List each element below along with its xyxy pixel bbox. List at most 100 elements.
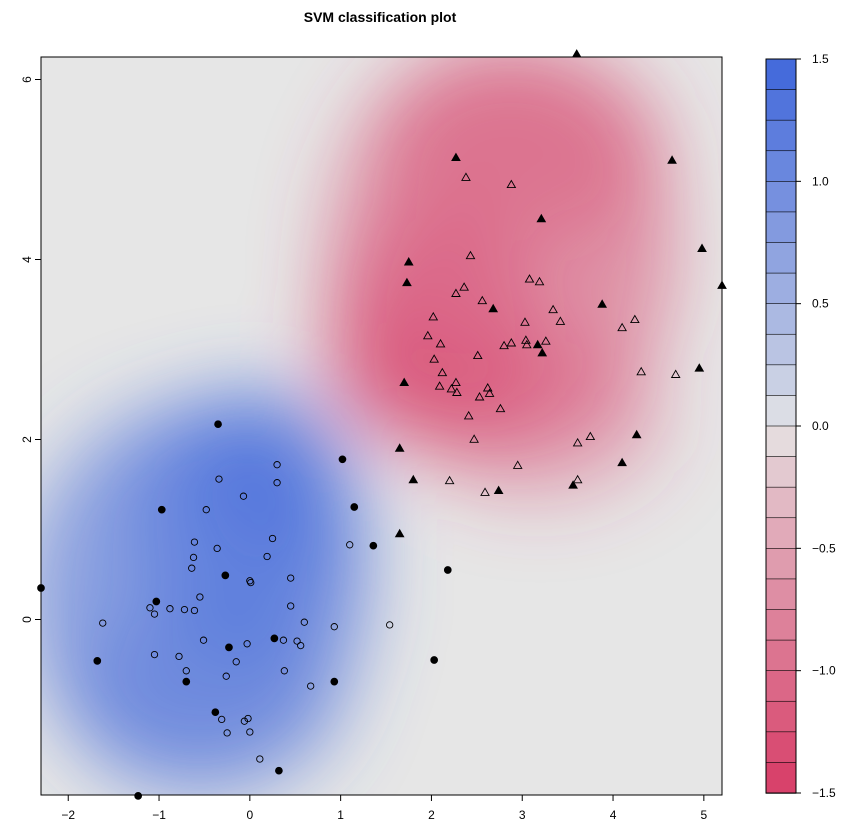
y-tick-label: 2	[20, 436, 34, 443]
y-axis: 0 2 4 6	[20, 76, 41, 623]
y-tick-label: 6	[20, 76, 34, 83]
point-open-triangle	[451, 377, 461, 387]
colorbar-band	[765, 272, 797, 305]
point-filled-triangle	[493, 485, 504, 495]
point-open-circle	[213, 544, 221, 553]
point-open-circle	[202, 506, 210, 514]
point-filled-circle	[93, 657, 102, 665]
point-open-circle	[190, 538, 199, 546]
point-filled-triangle	[597, 299, 608, 308]
colorbar: 1.5 1.0 0.5 0.0 −0.5 −1.0 −1.5	[765, 52, 836, 800]
point-open-triangle	[521, 335, 531, 344]
colorbar-band	[765, 425, 797, 458]
point-open-circle	[188, 564, 196, 572]
point-filled-circle	[270, 634, 279, 643]
point-open-triangle	[506, 337, 517, 347]
point-open-circle	[268, 534, 277, 543]
decision-heatmap	[41, 57, 722, 795]
point-open-triangle	[444, 475, 455, 485]
colorbar-band	[765, 731, 797, 764]
point-filled-triangle	[408, 474, 419, 484]
heatmap-blobs	[41, 57, 677, 795]
point-open-triangle	[524, 274, 535, 283]
point-open-circle	[150, 610, 159, 618]
point-filled-circle	[182, 677, 191, 686]
point-filled-triangle	[697, 243, 707, 252]
point-filled-circle	[225, 643, 233, 652]
point-open-circle	[273, 461, 281, 469]
point-open-triangle	[482, 382, 493, 392]
point-filled-triangle	[694, 363, 705, 372]
colorbar-tick-label: 0.0	[812, 419, 829, 433]
point-filled-triangle	[532, 339, 543, 349]
colorbar-tick-label: 0.5	[812, 297, 829, 311]
point-open-triangle	[585, 431, 596, 441]
point-filled-circle	[211, 708, 220, 717]
point-open-circle	[386, 621, 394, 629]
point-open-triangle	[435, 338, 446, 348]
colorbar-band	[765, 89, 797, 121]
point-open-circle	[287, 602, 295, 610]
point-open-circle	[215, 475, 223, 483]
colorbar-band	[765, 119, 797, 152]
point-open-circle	[239, 492, 248, 500]
point-open-triangle	[465, 250, 476, 260]
x-axis: −2 −1 0 1 2 3 4 5	[61, 795, 707, 822]
colorbar-tick-label: 1.0	[812, 174, 829, 188]
point-filled-triangle	[403, 256, 414, 266]
point-open-triangle	[572, 474, 583, 484]
colorbar-tick-label: −1.5	[812, 786, 836, 800]
point-open-circle	[297, 641, 305, 650]
data-points	[37, 49, 727, 800]
point-open-circle	[346, 541, 354, 549]
point-open-circle	[243, 640, 251, 648]
point-open-circle	[166, 605, 174, 613]
point-open-triangle	[437, 367, 448, 377]
point-open-circle	[190, 606, 199, 615]
point-filled-circle	[350, 503, 359, 511]
colorbar-band	[765, 211, 797, 244]
point-open-circle	[150, 650, 159, 659]
colorbar-band	[765, 58, 797, 91]
point-open-triangle	[548, 304, 558, 314]
point-open-triangle	[636, 366, 647, 376]
heatmap-blob	[377, 57, 668, 242]
point-open-circle	[246, 577, 254, 585]
point-filled-triangle	[571, 49, 582, 58]
point-open-triangle	[472, 350, 483, 360]
point-filled-triangle	[568, 480, 578, 489]
point-open-circle	[263, 552, 271, 561]
point-open-circle	[240, 717, 249, 725]
point-filled-circle	[157, 505, 166, 514]
point-open-circle	[330, 623, 338, 631]
point-filled-circle	[275, 766, 283, 775]
x-tick-label: −2	[61, 808, 75, 822]
point-filled-triangle	[667, 155, 677, 164]
point-open-triangle	[499, 340, 509, 350]
colorbar-band	[765, 578, 797, 611]
point-open-circle	[222, 672, 230, 680]
point-open-triangle	[617, 322, 627, 332]
point-open-triangle	[540, 336, 551, 345]
point-open-circle	[175, 652, 183, 661]
colorbar-band	[765, 670, 797, 702]
point-filled-triangle	[394, 443, 405, 452]
point-open-circle	[244, 714, 252, 723]
chart-title: SVM classification plot	[303, 9, 457, 25]
colorbar-band	[765, 150, 797, 183]
colorbar-band	[765, 762, 797, 794]
x-tick-label: 1	[337, 808, 344, 822]
y-tick-label: 0	[20, 616, 34, 623]
point-open-triangle	[429, 354, 440, 363]
heatmap-blob	[204, 394, 332, 557]
colorbar-band	[765, 486, 797, 519]
colorbar-band	[765, 303, 797, 335]
point-filled-triangle	[617, 457, 627, 467]
point-filled-triangle	[451, 152, 461, 162]
point-open-triangle	[463, 410, 474, 420]
point-open-circle	[246, 728, 254, 736]
colorbar-tick-label: 1.5	[812, 52, 829, 66]
x-tick-label: 2	[428, 808, 435, 822]
point-open-triangle	[474, 391, 485, 401]
point-open-triangle	[452, 387, 462, 396]
